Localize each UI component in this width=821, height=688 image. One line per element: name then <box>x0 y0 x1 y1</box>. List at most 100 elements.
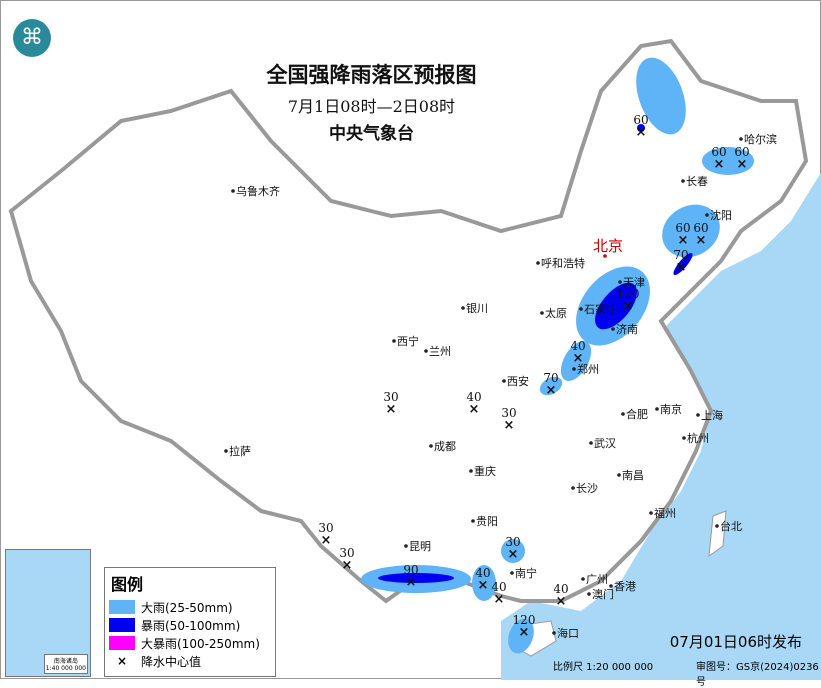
cma-logo: ⌘ <box>13 19 51 57</box>
sea-area <box>501 172 821 680</box>
cross-icon: × <box>676 260 687 275</box>
rain-center-value: 120 <box>617 287 640 301</box>
cross-icon: × <box>406 575 417 590</box>
cross-icon: × <box>519 625 530 640</box>
rain-center-value: 30 <box>339 546 354 560</box>
legend-item-center: × 降水中心值 <box>109 652 271 670</box>
city-label: 西安 <box>507 374 529 388</box>
rain-center-value: 60 <box>633 113 648 127</box>
city-dot <box>469 469 473 473</box>
legend: 图例 大雨(25-50mm) 暴雨(50-100mm) 大暴雨(100-250m… <box>104 567 276 677</box>
city-markers: 乌鲁木齐呼和浩特北京天津石家庄 太原济南 银川西宁兰州郑州西安拉萨 成都重庆 武汉 合肥南… <box>224 132 777 640</box>
city-label: 南京 <box>660 402 682 416</box>
rain-center-value: 40 <box>475 566 490 580</box>
city-dot <box>715 524 719 528</box>
city-label: 杭州 <box>687 431 709 445</box>
heavy-rain-area <box>560 341 592 381</box>
cross-icon: × <box>714 157 725 172</box>
city-label: 乌鲁木齐 <box>236 184 280 198</box>
city-dot <box>471 519 475 523</box>
heavy-rain-area <box>508 618 534 654</box>
rain-center-value: 30 <box>383 390 398 404</box>
city-dot <box>224 449 228 453</box>
city-dot <box>696 413 700 417</box>
cross-icon: × <box>342 558 353 573</box>
city-label: 郑州 <box>577 362 599 376</box>
taiwan-island <box>708 510 727 558</box>
rainstorm-area <box>378 573 454 583</box>
legend-item-heavy-rain: 大雨(25-50mm) <box>109 598 271 616</box>
city-label: 香港 <box>614 580 636 593</box>
city-label: 拉萨 <box>229 444 251 458</box>
city-dot <box>536 261 540 265</box>
cross-icon: × <box>478 578 489 593</box>
cross-icon: × <box>508 547 519 562</box>
city-dot <box>429 444 433 448</box>
rain-center-value: 60 <box>693 221 708 235</box>
rain-center-value: 90 <box>403 563 418 577</box>
city-label: 长春 <box>686 175 708 188</box>
city-dot <box>609 584 613 588</box>
city-dot <box>618 280 622 284</box>
issue-time: 07月01日06时发布 <box>669 633 802 651</box>
city-label: 沈阳 <box>710 208 732 222</box>
city-label: 济南 <box>616 322 638 336</box>
rain-center-value: 30 <box>501 406 516 420</box>
rain-center-value: 40 <box>466 390 481 404</box>
city-label: 合肥 <box>626 407 648 421</box>
cross-icon: × <box>636 125 647 140</box>
legend-label: 暴雨(50-100mm) <box>141 618 241 633</box>
city-label: 南昌 <box>622 469 644 482</box>
city-label: 天津 <box>623 276 645 289</box>
city-label: 重庆 <box>474 464 496 478</box>
city-dot <box>540 311 544 315</box>
rain-center-value: 60 <box>675 221 690 235</box>
city-dot <box>617 473 621 477</box>
rainstorm-area <box>673 252 693 276</box>
city-dot <box>231 189 235 193</box>
city-label: 福州 <box>654 506 676 520</box>
city-dot <box>579 307 583 311</box>
city-dot <box>655 407 659 411</box>
city-label: 南宁 <box>515 566 537 580</box>
city-label: 兰州 <box>429 345 451 358</box>
map-scale: 比例尺 1:20 000 000 <box>553 662 654 673</box>
city-dot <box>621 412 625 416</box>
city-label: 北京 <box>593 237 623 255</box>
city-label: 呼和浩特 <box>541 256 585 270</box>
city-label: 贵阳 <box>476 515 498 528</box>
rain-center-value: 40 <box>553 582 568 596</box>
heavy-rain-area <box>636 57 686 135</box>
city-label: 长沙 <box>576 482 598 495</box>
legend-item-rainstorm: 暴雨(50-100mm) <box>109 616 271 634</box>
china-outline <box>8 38 809 604</box>
inset-scale: 1:40 000 000 <box>45 665 86 672</box>
city-dot <box>392 339 396 343</box>
rain-center-value: 40 <box>491 580 506 594</box>
heavy-rain-area <box>539 376 563 396</box>
cross-icon: × <box>573 351 584 366</box>
city-label: 太原 <box>545 307 567 320</box>
city-label: 成都 <box>434 440 456 453</box>
cross-icon: × <box>546 383 557 398</box>
city-dot <box>404 544 408 548</box>
city-dot <box>510 571 514 575</box>
issuer: 中央气象台 <box>329 124 414 144</box>
forecast-period: 7月1日08时—2日08时 <box>287 97 456 116</box>
rain-center-value: 120 <box>513 613 536 627</box>
city-dot <box>682 436 686 440</box>
inset-caption: 南海诸岛 1:40 000 000 <box>43 654 88 674</box>
cross-icon: × <box>494 592 505 607</box>
cross-icon: × <box>386 402 397 417</box>
city-label: 石家庄 <box>584 302 617 316</box>
city-dot <box>552 631 556 635</box>
inset-title: 南海诸岛 <box>53 658 78 665</box>
rain-center-value: 30 <box>318 521 333 535</box>
city-dot <box>681 179 685 183</box>
city-dot <box>705 213 709 217</box>
cross-icon: × <box>623 299 634 314</box>
cross-icon: × <box>556 594 567 609</box>
legend-title: 图例 <box>111 575 144 594</box>
city-dot <box>572 367 576 371</box>
